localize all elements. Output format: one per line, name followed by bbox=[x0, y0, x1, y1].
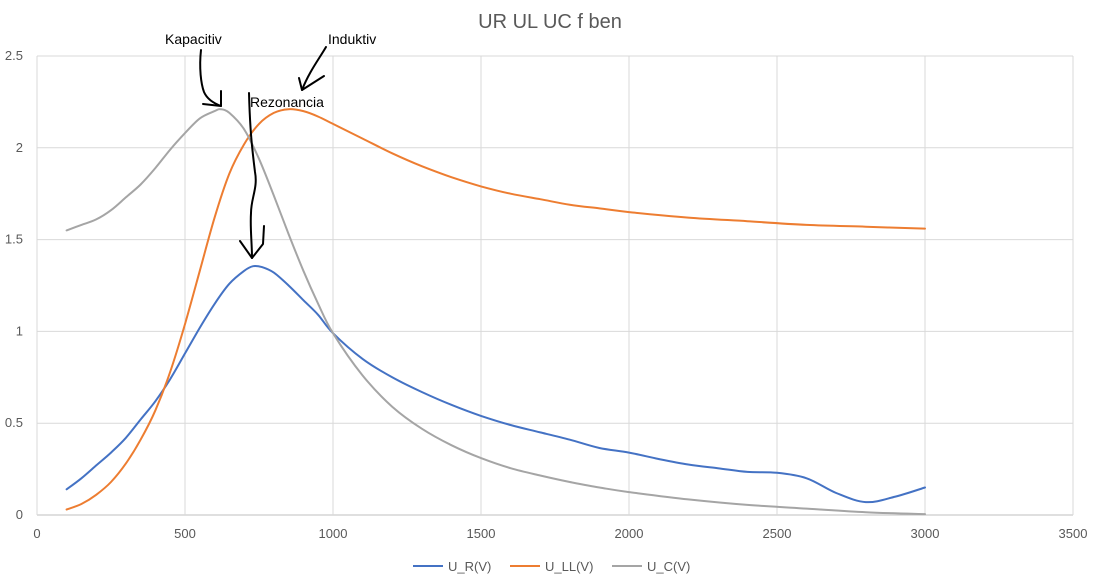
rezonancia-arrow bbox=[248, 92, 257, 259]
annotation-kapacitiv: Kapacitiv bbox=[165, 31, 222, 47]
y-tick-label: 1 bbox=[16, 323, 23, 338]
x-tick-label: 3000 bbox=[911, 526, 940, 541]
y-axis-tick-labels: 0 0.5 1 1.5 2 2.5 bbox=[5, 48, 23, 522]
annotation-rezonancia: Rezonancia bbox=[250, 94, 324, 110]
series-line-u-ll-v bbox=[65, 108, 926, 511]
kapacitiv-arrow-head bbox=[202, 90, 222, 107]
y-tick-label: 1.5 bbox=[5, 232, 23, 247]
rezonancia-arrow-head bbox=[239, 225, 265, 259]
x-tick-label: 2500 bbox=[763, 526, 792, 541]
y-tick-label: 2 bbox=[16, 140, 23, 155]
y-tick-label: 0.5 bbox=[5, 415, 23, 430]
y-tick-label: 2.5 bbox=[5, 48, 23, 63]
legend-label: U_LL(V) bbox=[545, 559, 593, 574]
gridlines bbox=[36, 55, 1074, 516]
annotation-induktiv: Induktiv bbox=[328, 31, 376, 47]
x-tick-label: 1000 bbox=[319, 526, 348, 541]
y-tick-label: 0 bbox=[16, 507, 23, 522]
series-lines bbox=[65, 108, 926, 516]
x-tick-label: 1500 bbox=[467, 526, 496, 541]
x-tick-label: 500 bbox=[174, 526, 196, 541]
series-line-u-r-v bbox=[65, 264, 926, 504]
legend-label: U_C(V) bbox=[647, 559, 690, 574]
chart-title: UR UL UC f ben bbox=[478, 11, 622, 33]
x-tick-label: 3500 bbox=[1059, 526, 1088, 541]
x-tick-label: 0 bbox=[33, 526, 40, 541]
kapacitiv-arrow bbox=[199, 49, 222, 107]
legend-label: U_R(V) bbox=[448, 559, 491, 574]
induktiv-arrow bbox=[301, 46, 327, 91]
x-tick-label: 2000 bbox=[615, 526, 644, 541]
hand-drawn-arrows bbox=[199, 46, 327, 259]
x-axis-tick-labels: 0 500 1000 1500 2000 2500 3000 3500 bbox=[33, 526, 1087, 541]
legend: U_R(V) U_LL(V) U_C(V) bbox=[413, 559, 690, 574]
series-line-u-c-v bbox=[65, 108, 926, 516]
induktiv-arrow-head bbox=[298, 75, 325, 91]
